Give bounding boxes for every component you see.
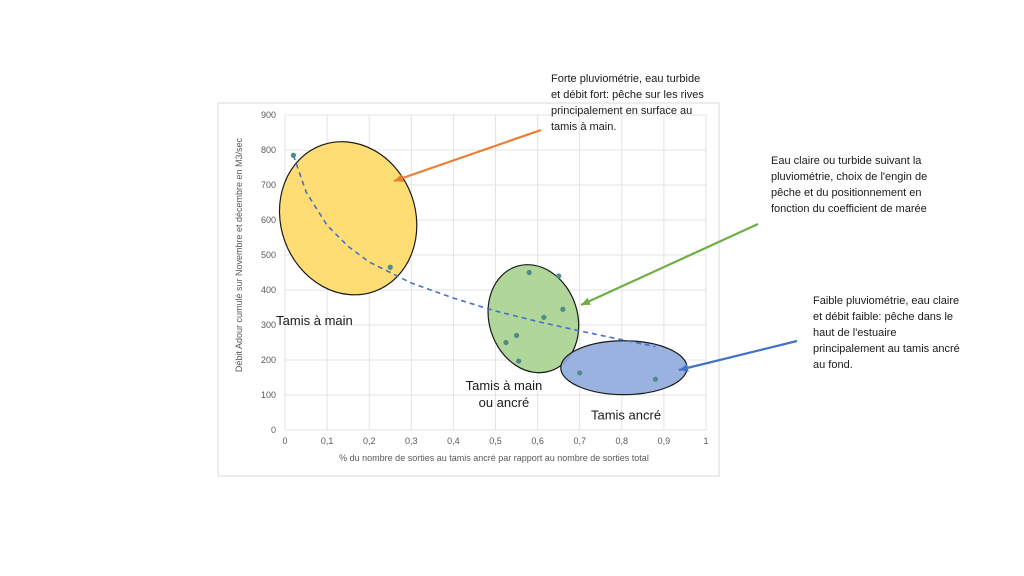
annotation-arrows	[393, 128, 798, 372]
data-point	[526, 269, 532, 276]
data-point	[541, 314, 547, 320]
x-tick-labels: 0 0,1 0,2 0,3 0,4 0,5 0,6 0,7 0,8 0,9 1	[282, 436, 708, 446]
annotation-arrow-head	[581, 297, 591, 305]
data-point	[387, 264, 393, 270]
annotation-arrow-line	[678, 339, 798, 372]
group-label: Tamis ancré	[591, 408, 661, 423]
x-tick-label: 0,5	[489, 436, 502, 446]
data-point	[556, 273, 562, 279]
y-tick-label: 700	[261, 180, 276, 190]
data-point	[577, 370, 583, 376]
grid	[284, 114, 707, 431]
x-axis-label: % du nombre de sorties au tamis ancré pa…	[339, 453, 649, 463]
data-point	[290, 152, 297, 158]
x-tick-label: 1	[703, 436, 708, 446]
y-tick-label: 600	[261, 215, 276, 225]
y-tick-labels: 0 100 200 300 400 500 600 700 800 900	[261, 110, 276, 435]
group-ellipse	[278, 141, 418, 296]
y-tick-label: 0	[271, 425, 276, 435]
x-tick-label: 0	[282, 436, 287, 446]
y-tick-label: 200	[261, 355, 276, 365]
trend-curve	[292, 155, 656, 348]
x-tick-label: 0,2	[363, 436, 376, 446]
y-tick-label: 300	[261, 320, 276, 330]
y-tick-label: 400	[261, 285, 276, 295]
x-tick-label: 0,3	[405, 436, 418, 446]
group-ellipse	[560, 340, 688, 396]
annotation-mixed-flow: Eau claire ou turbide suivant la pluviom…	[771, 155, 928, 215]
group-label: Tamis à main	[466, 378, 543, 393]
x-tick-label: 0,8	[616, 436, 629, 446]
y-tick-label: 800	[261, 145, 276, 155]
x-tick-label: 0,7	[573, 436, 586, 446]
data-point	[513, 332, 520, 339]
group-ellipse	[487, 264, 580, 374]
y-tick-label: 100	[261, 390, 276, 400]
data-point	[560, 306, 566, 312]
y-tick-label: 900	[261, 110, 276, 120]
x-tick-label: 0,1	[321, 436, 334, 446]
group-ellipses	[278, 141, 688, 396]
annotation-arrow-head	[394, 174, 404, 182]
annotation-high-flow: Forte pluviométrie, eau turbide et débit…	[551, 73, 704, 133]
annotation-arrow-head	[679, 363, 689, 372]
x-tick-label: 0,4	[447, 436, 460, 446]
y-tick-label: 500	[261, 250, 276, 260]
y-axis-label: Débit Adour cumulé sur Novembre et décem…	[234, 137, 244, 372]
data-point	[652, 376, 659, 382]
annotation-arrow-line	[580, 222, 759, 307]
group-label-line2: ou ancré	[479, 395, 530, 410]
x-tick-label: 0,6	[531, 436, 544, 446]
data-point	[516, 358, 522, 364]
x-tick-label: 0,9	[658, 436, 671, 446]
data-point	[503, 339, 509, 346]
data-points	[290, 152, 659, 382]
group-label: Tamis à main	[276, 313, 353, 328]
trend-line	[292, 155, 656, 348]
group-labels: Tamis à main Tamis à main ou ancré Tamis an…	[276, 313, 661, 423]
annotation-low-flow: Faible pluviométrie, eau claire et débit…	[813, 295, 960, 371]
annotation-arrow-line	[393, 128, 542, 183]
